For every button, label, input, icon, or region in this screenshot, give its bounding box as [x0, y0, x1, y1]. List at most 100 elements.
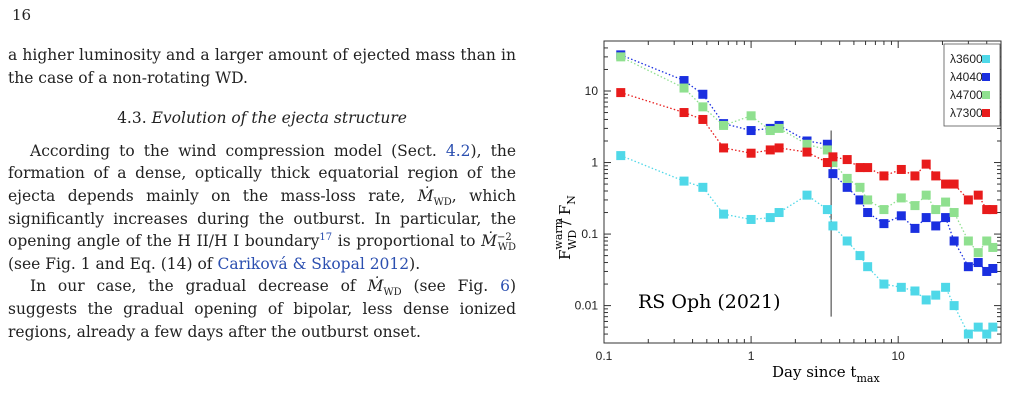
legend-label: λ4700: [950, 88, 983, 102]
text-run: According to the wind compression model …: [30, 141, 446, 160]
mdot-subscript: WD: [383, 287, 402, 299]
hii-label: II: [196, 232, 209, 251]
data-point: [828, 158, 838, 168]
x-tick-label: 1: [748, 349, 755, 363]
data-point: [949, 301, 959, 311]
series-line: [620, 54, 994, 273]
data-point: [963, 262, 973, 272]
data-point: [963, 195, 973, 205]
text-run: In our case, the gradual decrease of: [30, 277, 368, 296]
footnote-link[interactable]: 17: [319, 232, 333, 243]
chart-annotation: RS Oph (2021): [638, 291, 781, 313]
data-point: [679, 76, 689, 86]
data-point: [896, 282, 906, 292]
data-point: [921, 159, 931, 169]
citation-link[interactable]: Cariková & Skopal 2012: [217, 254, 410, 273]
section-title: Evolution of the ejecta structure: [151, 109, 407, 128]
data-point: [941, 179, 951, 189]
plot-frame: [603, 40, 1002, 344]
data-point: [910, 223, 920, 233]
data-point: [949, 179, 959, 189]
left-column-text: a higher luminosity and a larger amount …: [8, 44, 516, 343]
data-point: [698, 89, 708, 99]
x-tick-label: 0.1: [596, 349, 613, 363]
text-run: ).: [409, 254, 421, 273]
figure: 0.1 1 10 0.01 0.1 1 10 RS Oph (2021) λ3600 λ404…: [540, 30, 1032, 408]
mdot-exponent: −2: [496, 232, 512, 243]
data-point: [616, 52, 626, 62]
x-axis-label-sub: max: [856, 372, 880, 385]
data-point: [616, 151, 626, 161]
data-point: [931, 290, 941, 300]
data-point: [746, 214, 756, 224]
data-point: [822, 158, 832, 168]
data-point: [719, 209, 729, 219]
data-point: [941, 213, 951, 223]
data-point: [988, 205, 998, 215]
data-point: [802, 190, 812, 200]
paragraph-3: In our case, the gradual decrease of ṀWD…: [8, 275, 516, 343]
mdot-subscript: WD: [433, 197, 452, 209]
text-run: is proportional to: [332, 232, 482, 251]
legend-label: λ4040: [950, 70, 983, 84]
data-point: [921, 190, 931, 200]
data-point: [863, 163, 873, 173]
axis-ticks: 0.1 1 10 0.01 0.1 1 10: [575, 40, 1002, 363]
data-point: [863, 195, 873, 205]
legend-swatch: [982, 109, 990, 117]
paragraph-2: According to the wind compression model …: [8, 140, 516, 276]
data-point: [679, 176, 689, 186]
data-point: [963, 329, 973, 339]
y-tick-label: 10: [585, 84, 599, 98]
data-point: [973, 190, 983, 200]
legend-label: λ7300: [950, 106, 983, 120]
data-point: [765, 213, 775, 223]
data-point: [982, 266, 992, 276]
data-point: [879, 219, 889, 229]
data-point: [855, 251, 865, 261]
data-point: [765, 145, 775, 155]
mdot-subscript: WD: [497, 242, 516, 254]
text-run: (see Fig. 1 and Eq. (14) of: [8, 254, 218, 273]
data-point: [973, 322, 983, 332]
x-axis-label: Day since tmax: [772, 363, 880, 385]
data-point: [896, 164, 906, 174]
data-point: [896, 193, 906, 203]
data-point: [988, 242, 998, 252]
data-point: [698, 102, 708, 112]
data-point: [941, 197, 951, 207]
flux-ratio-chart: 0.1 1 10 0.01 0.1 1 10 RS Oph (2021) λ3600 λ404…: [552, 40, 1002, 385]
data-point: [842, 155, 852, 165]
data-point: [963, 236, 973, 246]
section-link[interactable]: 4.2: [445, 141, 471, 160]
text-run: , which significantly increases during t…: [8, 186, 516, 251]
y-axis-label: FwarmWD / FN: [552, 195, 579, 260]
data-point: [921, 295, 931, 305]
data-point: [842, 236, 852, 246]
y-axis-label-sup: warm: [552, 217, 565, 249]
text-run: (see Fig.: [401, 277, 501, 296]
data-point: [863, 262, 873, 272]
data-point: [802, 147, 812, 157]
data-point: [931, 221, 941, 231]
data-point: [855, 163, 865, 173]
data-point: [679, 83, 689, 93]
data-point: [842, 182, 852, 192]
data-point: [910, 286, 920, 296]
data-point: [822, 205, 832, 215]
data-point: [988, 322, 998, 332]
x-axis-label-main: Day since t: [772, 363, 856, 381]
data-point: [842, 173, 852, 183]
data-point: [982, 329, 992, 339]
legend-box: [943, 43, 1001, 127]
figure-link[interactable]: 6: [500, 277, 510, 296]
data-point: [855, 195, 865, 205]
data-point: [921, 213, 931, 223]
data-point: [931, 171, 941, 181]
data-point: [774, 143, 784, 153]
data-point: [746, 111, 756, 121]
y-axis-label-tail: / F: [556, 205, 574, 230]
text-run: /H: [208, 232, 234, 251]
data-point: [982, 205, 992, 215]
y-axis-label-tail-sub: N: [565, 195, 578, 205]
